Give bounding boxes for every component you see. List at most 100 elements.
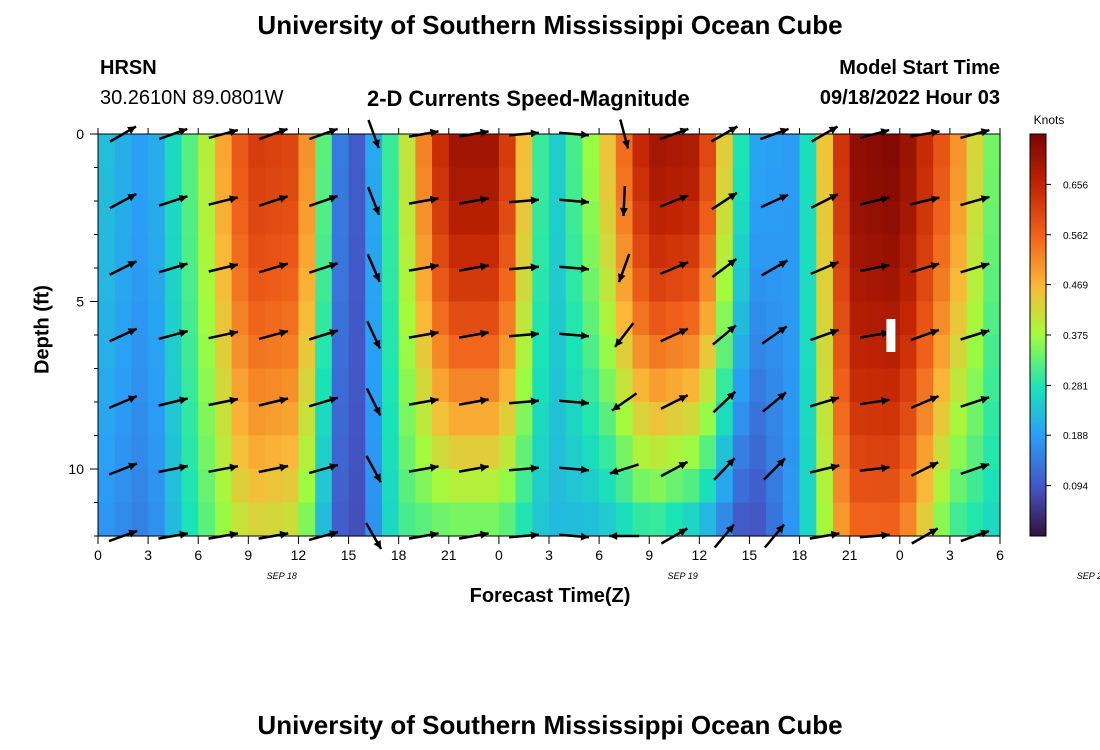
heatmap-cell (315, 301, 333, 336)
heatmap-cell (515, 469, 533, 504)
x-tick-label: 12 (692, 547, 708, 563)
heatmap-cell (933, 368, 951, 403)
heatmap-cell (665, 435, 684, 470)
heatmap-cell (515, 502, 533, 537)
heatmap-cell (565, 435, 583, 470)
heatmap-cell (983, 134, 1001, 169)
heatmap-cell (448, 502, 467, 537)
current-arrow (408, 396, 439, 406)
heatmap-cell (532, 201, 550, 236)
heatmap-cell (682, 268, 700, 303)
heatmap-cell (381, 469, 400, 504)
heatmap-cell (816, 201, 834, 236)
heatmap-cell (816, 402, 834, 437)
heatmap-cell (866, 234, 884, 269)
heatmap-cell (381, 301, 400, 336)
heatmap-cell (315, 435, 333, 470)
heatmap-cell (498, 301, 517, 336)
heatmap-cell (482, 469, 500, 504)
heatmap-cell (181, 301, 199, 336)
heatmap-cell (198, 335, 216, 370)
current-arrow (208, 329, 239, 340)
heatmap-cell (549, 502, 567, 537)
heatmap-cell (248, 268, 266, 303)
heatmap-cell (883, 201, 901, 236)
heatmap-cell (949, 335, 968, 370)
heatmap-cell (899, 368, 918, 403)
heatmap-cell (983, 469, 1001, 504)
heatmap-cell (448, 301, 467, 336)
heatmap-cell (482, 234, 500, 269)
heatmap-cell (515, 301, 533, 336)
heatmap-cell (515, 268, 533, 303)
heatmap-cell (599, 268, 617, 303)
heatmap-cell (281, 335, 300, 370)
heatmap-cell (331, 167, 350, 202)
heatmap-cell (949, 134, 968, 169)
heatmap-cell (315, 134, 333, 169)
heatmap-cell (899, 402, 918, 437)
heatmap-cell (515, 167, 533, 202)
heatmap-cell (498, 268, 517, 303)
heatmap-cell (883, 469, 901, 504)
heatmap-cell (682, 402, 700, 437)
y-tick-label: 10 (68, 461, 84, 477)
heatmap-cell (966, 435, 984, 470)
heatmap-cell (131, 201, 149, 236)
heatmap-cell (799, 234, 817, 269)
heatmap-cell (699, 502, 717, 537)
heatmap-cell (849, 469, 867, 504)
heatmap-cell (749, 201, 767, 236)
heatmap-cell (849, 234, 867, 269)
heatmap-cells (98, 134, 1001, 537)
heatmap-cell (214, 268, 233, 303)
heatmap-cell (248, 167, 266, 202)
heatmap-cell (381, 402, 400, 437)
current-arrow (365, 388, 382, 416)
heatmap-cell (916, 402, 934, 437)
heatmap-cell (816, 469, 834, 504)
heatmap-cell (832, 268, 851, 303)
heatmap-cell (849, 268, 867, 303)
colorbar-tick-label: 0.656 (1063, 180, 1088, 191)
x-tick-label: 21 (842, 547, 858, 563)
heatmap-cell (415, 201, 433, 236)
current-arrow (859, 397, 890, 406)
heatmap-cell (816, 502, 834, 537)
heatmap-cell (732, 335, 751, 370)
heatmap-cell (265, 502, 283, 537)
heatmap-cell (916, 201, 934, 236)
heatmap-cell (916, 368, 934, 403)
heatmap-cell (649, 167, 667, 202)
current-arrow (859, 464, 890, 473)
heatmap-cell (983, 301, 1001, 336)
current-arrow (208, 463, 239, 474)
heatmap-cell (398, 368, 416, 403)
current-arrow (711, 191, 738, 211)
heatmap-cell (565, 167, 583, 202)
heatmap-cell (348, 368, 366, 403)
heatmap-cell (198, 201, 216, 236)
current-arrow (109, 260, 138, 276)
heatmap-cell (632, 335, 650, 370)
current-arrow (508, 397, 540, 406)
current-arrow (659, 194, 689, 208)
heatmap-cell (315, 167, 333, 202)
heatmap-cell (331, 301, 350, 336)
heatmap-cell (832, 368, 851, 403)
current-arrow (660, 394, 689, 410)
heatmap-cell (615, 402, 634, 437)
heatmap-cell (816, 435, 834, 470)
heatmap-cell (315, 469, 333, 504)
heatmap-cell (432, 234, 450, 269)
heatmap-cell (298, 301, 316, 336)
heatmap-cell (816, 167, 834, 202)
position-marker (886, 319, 896, 352)
heatmap-cell (465, 368, 483, 403)
heatmap-cell (983, 402, 1001, 437)
heatmap-cell (148, 335, 166, 370)
heatmap-cell (181, 368, 199, 403)
heatmap-cell (549, 335, 567, 370)
heatmap-cell (599, 469, 617, 504)
heatmap-cell (682, 469, 700, 504)
